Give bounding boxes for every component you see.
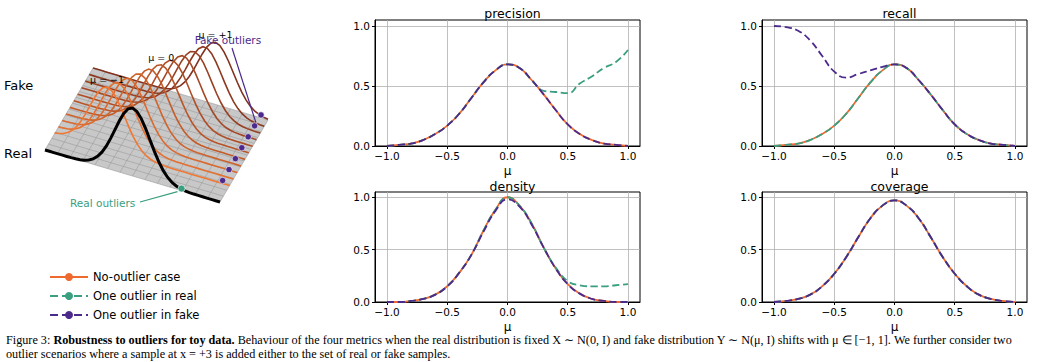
svg-text:−1.0: −1.0 [761,150,787,162]
svg-text:0.5: 0.5 [946,150,963,162]
svg-text:0.5: 0.5 [740,244,757,256]
svg-text:0.0: 0.0 [499,306,516,318]
svg-text:precision: precision [484,6,540,21]
svg-text:0.5: 0.5 [353,244,370,256]
svg-text:0.5: 0.5 [559,306,576,318]
svg-text:1.0: 1.0 [353,191,370,203]
svg-text:Fake outliers: Fake outliers [195,34,261,46]
svg-text:−1.0: −1.0 [374,306,400,318]
svg-text:0.0: 0.0 [353,296,370,308]
svg-text:0.0: 0.0 [886,150,903,162]
svg-text:recall: recall [882,6,916,21]
svg-text:μ: μ [504,320,512,334]
svg-text:Real: Real [4,146,32,161]
svg-text:1.0: 1.0 [1007,306,1024,318]
svg-text:−0.5: −0.5 [435,306,461,318]
svg-text:0.5: 0.5 [559,150,576,162]
svg-text:1.0: 1.0 [740,20,757,32]
svg-text:−0.5: −0.5 [435,150,461,162]
svg-text:No-outlier case: No-outlier case [93,270,180,284]
svg-text:1.0: 1.0 [620,150,637,162]
svg-text:0.0: 0.0 [353,140,370,152]
svg-text:0.0: 0.0 [886,306,903,318]
svg-text:1.0: 1.0 [740,191,757,203]
svg-text:Fake: Fake [4,78,33,93]
svg-text:−1.0: −1.0 [761,306,787,318]
svg-text:μ = +1: μ = +1 [198,29,232,40]
svg-text:One outlier in real: One outlier in real [93,289,197,303]
svg-text:0.5: 0.5 [353,80,370,92]
svg-text:0.0: 0.0 [499,150,516,162]
svg-text:0.5: 0.5 [740,80,757,92]
svg-text:1.0: 1.0 [1007,150,1024,162]
svg-text:−0.5: −0.5 [822,306,848,318]
svg-text:μ: μ [891,164,899,178]
svg-text:0.5: 0.5 [946,306,963,318]
svg-text:−1.0: −1.0 [374,150,400,162]
svg-text:density: density [490,179,536,194]
svg-text:μ = 0: μ = 0 [148,52,174,63]
svg-text:0.0: 0.0 [740,296,757,308]
svg-text:0.0: 0.0 [740,140,757,152]
svg-text:μ: μ [891,320,899,334]
svg-text:1.0: 1.0 [620,306,637,318]
svg-text:μ = −1: μ = −1 [90,74,124,85]
svg-text:−0.5: −0.5 [822,150,848,162]
html-text:Figure 3: Robustness to outlie: Figure 3: Robustness to outliers for toy… [6,333,1012,361]
svg-text:μ: μ [504,164,512,178]
svg-text:Real outliers: Real outliers [70,197,135,209]
svg-text:coverage: coverage [870,179,928,194]
svg-text:1.0: 1.0 [353,20,370,32]
svg-text:One outlier in fake: One outlier in fake [93,308,199,322]
